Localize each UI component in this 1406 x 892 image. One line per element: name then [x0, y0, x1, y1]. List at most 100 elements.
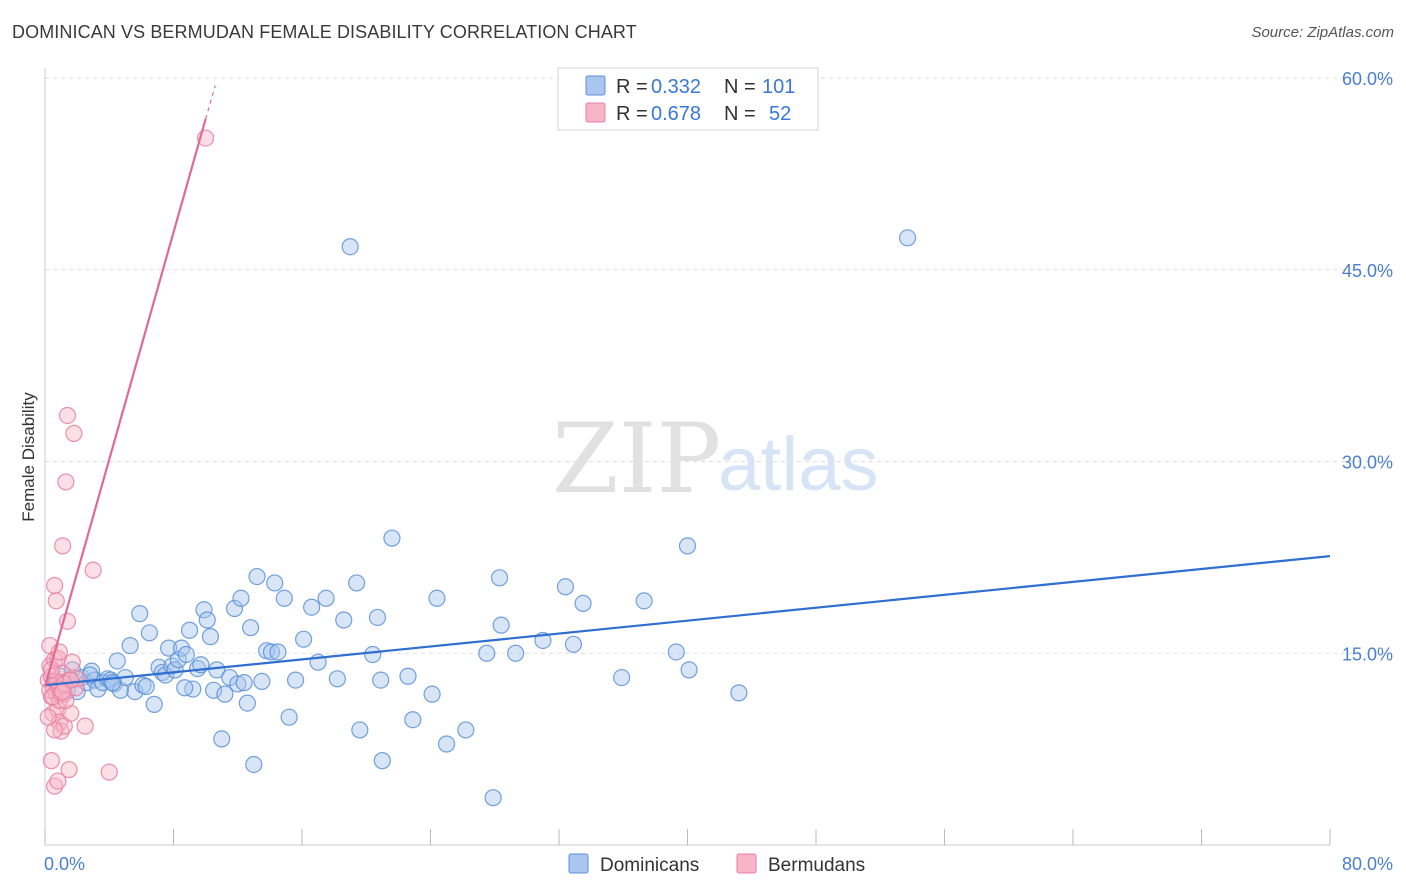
y-tick-label: 30.0% — [1342, 453, 1393, 473]
bermudan-point — [100, 763, 118, 781]
dominican-point — [678, 537, 697, 555]
legend-r-label: R = — [616, 103, 648, 125]
legend-r-value: 0.332 — [651, 76, 701, 98]
legend-r-value: 0.678 — [651, 103, 701, 125]
dominican-point — [492, 616, 510, 634]
dominican-point — [364, 645, 382, 664]
legend-n-value: 52 — [769, 103, 791, 125]
dominican-point — [437, 735, 456, 753]
legend-swatch-bermudans — [585, 102, 606, 123]
dominican-point — [428, 589, 446, 607]
dominican-point — [145, 695, 163, 713]
dominican-point — [667, 643, 685, 661]
dominican-point — [303, 598, 321, 616]
dominican-point — [131, 605, 149, 623]
watermark-zip: ZIP — [552, 403, 721, 515]
bermudan-point — [54, 682, 72, 701]
bermudan-point — [63, 653, 81, 671]
dominican-point — [216, 685, 234, 703]
chart-source: Source: ZipAtlas.com — [1251, 24, 1394, 41]
dominican-point — [180, 621, 199, 639]
dominican-point — [423, 685, 441, 703]
dominican-point — [730, 684, 748, 702]
bottom-legend-label-bermudans: Bermudans — [768, 855, 865, 876]
dominican-trend-line — [44, 555, 1331, 687]
dominican-point — [613, 668, 631, 687]
y-axis-label: Female Disability — [19, 392, 38, 522]
bermudan-point — [60, 760, 78, 779]
data-points — [39, 129, 917, 807]
dominican-point — [574, 594, 592, 612]
dominican-point — [266, 574, 284, 592]
chart-title: DOMINICAN VS BERMUDAN FEMALE DISABILITY … — [12, 22, 637, 42]
dominican-point — [137, 677, 155, 696]
bermudan-point — [84, 561, 102, 579]
dominican-point — [262, 643, 281, 661]
dominican-point — [275, 589, 293, 607]
dominican-point — [507, 644, 525, 662]
dominican-point — [229, 675, 247, 693]
dominican-point — [399, 667, 417, 685]
bermudan-point — [58, 406, 77, 425]
bermudan-point — [57, 473, 75, 491]
y-tick-label: 60.0% — [1342, 69, 1393, 89]
dominican-point — [478, 644, 496, 662]
legend-n-label: N = — [724, 103, 756, 125]
bermudan-point — [65, 424, 83, 442]
dominican-point — [225, 599, 244, 618]
bottom-legend: Dominicans Bermudans — [568, 853, 865, 876]
bermudan-trend-line — [43, 118, 207, 687]
dominican-point — [404, 711, 422, 729]
bermudan-point — [47, 592, 65, 610]
dominican-point — [213, 730, 231, 748]
dominican-point — [490, 569, 509, 587]
x-tick-label: 0.0% — [44, 854, 85, 874]
dominican-point — [269, 643, 287, 661]
dominican-point — [383, 529, 401, 547]
dominican-point — [680, 661, 698, 679]
dominican-point — [556, 578, 575, 596]
trend-lines — [43, 85, 1331, 687]
dominican-point — [328, 670, 346, 688]
dominican-point — [245, 755, 263, 774]
dominican-point — [208, 661, 226, 679]
x-tick-label: 80.0% — [1342, 854, 1393, 874]
dominican-point — [253, 672, 271, 690]
dominican-point — [335, 611, 353, 629]
dominican-point — [238, 694, 256, 712]
dominican-point — [235, 674, 253, 692]
y-tick-labels: 15.0% 30.0% 45.0% 60.0% — [1342, 69, 1393, 664]
dominican-point — [317, 589, 335, 607]
legend-swatch-dominicans — [585, 75, 606, 96]
y-tick-label: 45.0% — [1342, 261, 1393, 281]
bermudan-trend-extension — [205, 85, 216, 120]
dominican-point — [81, 666, 99, 684]
dominican-point — [176, 679, 194, 697]
dominican-point — [484, 789, 502, 807]
dominican-point — [457, 721, 475, 739]
bottom-legend-swatch-bermudans — [736, 853, 757, 874]
y-tick-label: 15.0% — [1342, 644, 1393, 664]
bermudan-point — [54, 537, 72, 555]
watermark-atlas: atlas — [718, 422, 879, 507]
dominican-point — [351, 721, 369, 739]
dominican-point — [160, 639, 178, 657]
legend-n-label: N = — [724, 76, 756, 98]
x-tick-labels: 0.0% 80.0% — [44, 854, 1393, 874]
dominican-point — [341, 238, 359, 256]
legend-n-value: 101 — [762, 76, 795, 98]
dominican-point — [373, 752, 391, 770]
bermudan-point — [42, 752, 61, 770]
bottom-legend-label-dominicans: Dominicans — [600, 855, 699, 876]
legend-r-label: R = — [616, 76, 648, 98]
dominican-point — [280, 708, 298, 726]
bermudan-point — [62, 704, 80, 722]
dominican-point — [242, 619, 260, 637]
dominican-point — [295, 630, 313, 648]
bermudan-point — [52, 722, 70, 740]
dominican-point — [205, 681, 223, 699]
bermudan-point — [46, 576, 64, 595]
legend-box: R = 0.332 N = 101 R = 0.678 N = 52 — [557, 67, 819, 131]
dominican-point — [348, 574, 366, 592]
